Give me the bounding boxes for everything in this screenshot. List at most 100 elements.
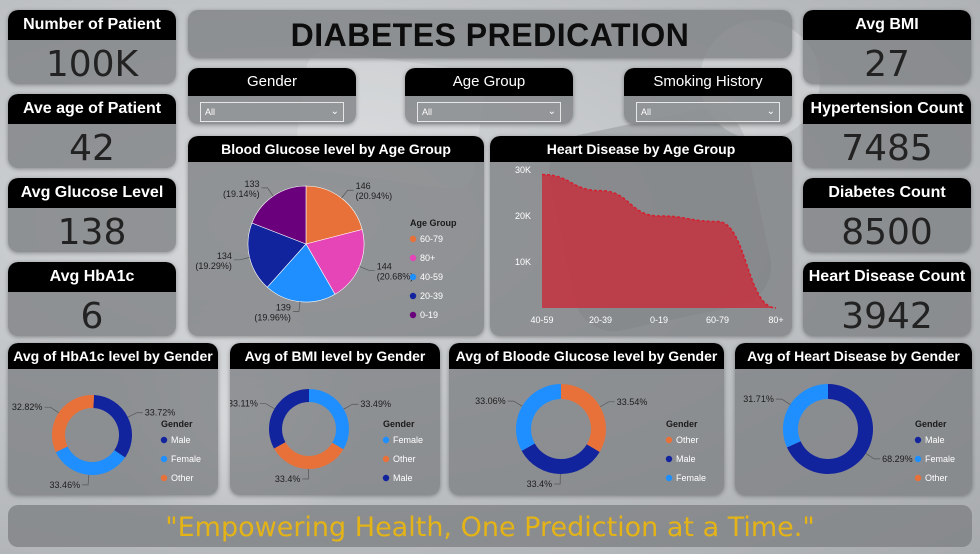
pie-slice-Other[interactable] [274,442,344,469]
legend-entry: Female [925,454,955,464]
smoking-history-dropdown[interactable]: All ⌄ [636,102,780,122]
legend-entry: Other [171,473,194,483]
legend-marker [382,436,390,444]
chart-title: Blood Glucose level by Age Group [188,136,484,162]
dashboard-title-card: DIABETES PREDICATION [188,10,792,58]
slicer-label: Age Group [405,68,573,96]
pie-slice-0-19[interactable] [251,185,307,245]
chart-title: Avg of Heart Disease by Gender [735,343,972,369]
chart-title: Heart Disease by Age Group [490,136,792,162]
pie-slice-Male[interactable] [269,389,309,449]
pie-slice-Male[interactable] [521,443,600,474]
legend-marker [409,235,417,243]
pie-slice-Female[interactable] [55,446,126,475]
label-leader [775,398,791,405]
kpi-card-avg-age[interactable]: Ave age of Patient 42 [8,94,176,168]
y-tick-label: 30K [515,165,531,175]
legend-title: Gender [666,419,698,429]
pie-slice-Female[interactable] [516,384,561,451]
label-leader [261,187,274,197]
kpi-card-heart-disease-count[interactable]: Heart Disease Count 3942 [803,262,971,336]
pie-slice-20-39[interactable] [247,222,307,288]
legend-entry: Male [925,435,945,445]
pie-chart: 146(20.94%)144(20.68%)139(19.96%)134(19.… [195,179,457,323]
label-leader [233,257,250,261]
kpi-card-avg-glucose[interactable]: Avg Glucose Level 138 [8,178,176,252]
legend-title: Gender [383,419,415,429]
legend-marker [914,474,922,482]
data-label: 31.71% [743,394,774,404]
area-chart: 10K 20K 30K 40-59 20-39 0-19 60-79 80+ [515,165,784,325]
kpi-label: Number of Patient [8,10,176,40]
label-leader [507,400,523,407]
legend-marker [409,254,417,262]
legend-marker [382,474,390,482]
data-label: 33.72% [145,408,176,418]
tagline-banner: "Empowering Health, One Prediction at a … [8,505,972,547]
kpi-card-number-of-patient[interactable]: Number of Patient 100K [8,10,176,84]
data-label: 33.49% [360,399,391,409]
pie-slice-Male[interactable] [93,395,132,458]
label-leader [343,403,359,410]
data-label: (19.29%) [195,261,232,271]
kpi-card-hypertension-count[interactable]: Hypertension Count 7485 [803,94,971,168]
data-label: 68.29% [882,454,913,464]
chart-hba1c-by-gender[interactable]: Avg of HbA1c level by Gender 33.72% 33.46… [8,343,218,495]
kpi-value: 8500 [841,212,933,252]
pie-slice-Male[interactable] [786,384,873,474]
legend-marker [409,292,417,300]
slicer-label: Gender [188,68,356,96]
data-label: 133 [245,179,260,189]
age-group-dropdown[interactable]: All ⌄ [417,102,561,122]
chevron-down-icon: ⌄ [766,106,775,117]
pie-slice-60-79[interactable] [305,185,363,245]
slicer-gender: Gender All ⌄ [188,68,356,124]
chart-heart-disease-by-age[interactable]: Heart Disease by Age Group 10K 20K 30K 40-5… [490,136,792,336]
y-tick-label: 20K [515,211,531,221]
x-tick-label: 20-39 [589,315,612,325]
legend-marker [409,311,417,319]
slicer-label: Smoking History [624,68,792,96]
kpi-label: Heart Disease Count [803,262,971,292]
pie-slice-Female[interactable] [309,389,349,450]
kpi-label: Diabetes Count [803,178,971,208]
donut-chart: 33.49% 33.4% 33.11% Gender Female Other Male [230,389,423,484]
legend-entry: Female [676,473,706,483]
legend-entry: Male [393,473,413,483]
data-label: 33.46% [50,480,81,490]
chart-glucose-by-gender[interactable]: Avg of Bloode Glucose level by Gender 33… [449,343,724,495]
chart-bmi-by-gender[interactable]: Avg of BMI level by Gender 33.49% 33.4% 33… [230,343,440,495]
legend-marker [665,436,673,444]
data-label: 134 [217,251,232,261]
chart-blood-glucose-by-age[interactable]: Blood Glucose level by Age Group 146 (20.… [188,136,484,336]
chart-title: Avg of BMI level by Gender [230,343,440,369]
y-tick-label: 10K [515,257,531,267]
kpi-card-diabetes-count[interactable]: Diabetes Count 8500 [803,178,971,252]
area-line [541,173,777,309]
label-leader [359,266,375,271]
pie-slice-Other[interactable] [51,395,94,453]
gender-dropdown[interactable]: All ⌄ [200,102,344,122]
pie-slice-Female[interactable] [783,384,828,448]
data-label: (19.96%) [254,313,291,323]
data-label: (19.14%) [223,189,260,199]
legend-marker [160,474,168,482]
kpi-label: Avg BMI [803,10,971,40]
chart-heart-disease-by-gender[interactable]: Avg of Heart Disease by Gender 68.29% 31.… [735,343,972,495]
legend-entry: 80+ [420,253,435,263]
data-label: 33.4% [275,474,301,484]
legend-title: Gender [915,419,947,429]
chevron-down-icon: ⌄ [330,106,339,117]
data-label: (20.94%) [356,191,393,201]
kpi-card-avg-hba1c[interactable]: Avg HbA1c 6 [8,262,176,336]
label-leader [292,301,301,312]
data-label: 33.54% [617,397,648,407]
legend-entry: 60-79 [420,234,443,244]
kpi-value: 42 [69,128,115,168]
pie-slice-Other[interactable] [561,384,606,453]
kpi-card-avg-bmi[interactable]: Avg BMI 27 [803,10,971,84]
pie-slice-40-59[interactable] [266,243,336,303]
label-leader [302,468,309,480]
kpi-value: 7485 [841,128,933,168]
area-fill[interactable] [542,174,776,308]
